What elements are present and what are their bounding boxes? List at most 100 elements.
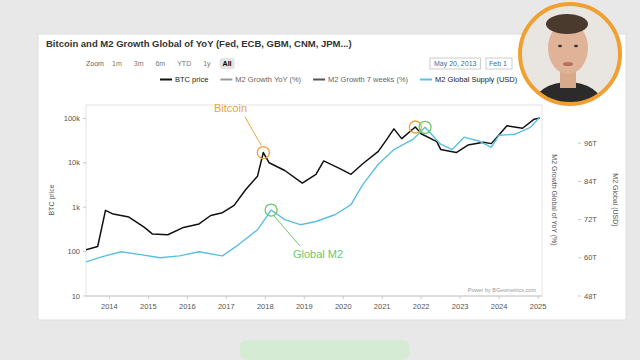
webcam-image bbox=[518, 2, 622, 126]
legend-item[interactable]: M2 Growth 7 weeks (%) bbox=[313, 75, 409, 84]
zoom-button-label: 3m bbox=[134, 60, 144, 67]
date-box bbox=[430, 58, 480, 69]
plot-frame bbox=[86, 105, 542, 296]
zoom-button-label: 1y bbox=[203, 60, 211, 68]
x-tick bbox=[382, 296, 383, 299]
legend-swatch bbox=[313, 79, 325, 81]
x-tick-label: 2020 bbox=[335, 302, 352, 311]
y2-tick bbox=[578, 257, 581, 258]
zoom-button[interactable]: 1y bbox=[200, 58, 213, 69]
zoom-button-bg bbox=[152, 58, 168, 69]
webcam bbox=[518, 2, 622, 126]
x-tick bbox=[421, 296, 422, 299]
annotation-arrow bbox=[274, 216, 300, 246]
title: Bitcoin and M2 Growth Global of YoY (Fed… bbox=[46, 38, 352, 49]
zoom-button-label: YTD bbox=[177, 60, 191, 67]
y-tick-label: 1k bbox=[72, 203, 80, 212]
y-tick bbox=[83, 118, 86, 119]
blur-bar bbox=[240, 340, 410, 360]
y-tick-label: 100k bbox=[64, 114, 81, 123]
zoom-button[interactable]: 6m bbox=[152, 58, 168, 69]
legend-label: BTC price bbox=[175, 75, 208, 84]
legend-label: M2 Global Supply (USD) bbox=[435, 75, 518, 84]
x-tick-label: 2017 bbox=[218, 302, 235, 311]
x-tick-label: 2025 bbox=[530, 302, 547, 311]
legend-label: M2 Growth YoY (%) bbox=[235, 75, 301, 84]
x-tick-label: 2022 bbox=[413, 302, 430, 311]
y2-tick bbox=[578, 143, 581, 144]
x-axis-line bbox=[86, 296, 542, 297]
y2-tick bbox=[578, 219, 581, 220]
legend-swatch bbox=[160, 79, 172, 81]
date-from: May 20, 2013 bbox=[434, 60, 477, 68]
x-tick-label: 2019 bbox=[296, 302, 313, 311]
zoom-button[interactable]: YTD bbox=[174, 58, 194, 69]
y-tick-label: 10 bbox=[72, 292, 80, 301]
date-to: Feb 1 bbox=[489, 60, 507, 67]
x-tick bbox=[187, 296, 188, 299]
x-tick-label: 2016 bbox=[179, 302, 196, 311]
x-tick-label: 2014 bbox=[101, 302, 118, 311]
x-tick bbox=[109, 296, 110, 299]
zoom-button-bg bbox=[220, 58, 235, 69]
legend-swatch bbox=[420, 79, 432, 81]
zoom-button[interactable]: 1m bbox=[109, 58, 125, 69]
annotation-arrow bbox=[245, 117, 261, 146]
legend-swatch bbox=[220, 79, 232, 81]
zoom-button-label: All bbox=[223, 60, 232, 67]
x-tick bbox=[499, 296, 500, 299]
x-tick bbox=[304, 296, 305, 299]
series-line bbox=[86, 118, 540, 250]
y2-axis-label: M2 Global (USD) bbox=[611, 173, 619, 226]
data-group bbox=[86, 117, 540, 262]
x-tick bbox=[343, 296, 344, 299]
zoom-button-label: 1m bbox=[112, 60, 122, 67]
x-tick bbox=[538, 296, 539, 299]
y2-tick bbox=[578, 181, 581, 182]
y-axis-label: BTC price bbox=[48, 184, 56, 215]
zoom-button[interactable]: All bbox=[220, 58, 235, 69]
legend-item[interactable]: M2 Growth YoY (%) bbox=[220, 75, 301, 84]
y2-tick-label: 96T bbox=[584, 139, 597, 148]
zoom-button[interactable]: 3m bbox=[131, 58, 147, 69]
cam-border bbox=[520, 4, 620, 104]
zoom-label: Zoom bbox=[86, 60, 104, 67]
x-tick-label: 2015 bbox=[140, 302, 157, 311]
credit: Power by BGeometrics.com bbox=[468, 287, 537, 293]
annotation-circle bbox=[257, 147, 269, 159]
x-tick bbox=[148, 296, 149, 299]
y2-tick-label: 60T bbox=[584, 253, 597, 262]
cam-hair bbox=[546, 14, 588, 34]
y3-axis-label: M2 Growth Global of YoY (%) bbox=[550, 154, 558, 245]
annotation: Global M2 bbox=[293, 248, 343, 260]
x-tick-label: 2024 bbox=[491, 302, 508, 311]
y-tick bbox=[83, 162, 86, 163]
y2-tick bbox=[578, 296, 581, 297]
y2-tick-label: 72T bbox=[584, 215, 597, 224]
x-tick bbox=[460, 296, 461, 299]
annotation-circle bbox=[265, 204, 277, 216]
zoom-button-bg bbox=[174, 58, 194, 69]
legend-item[interactable]: BTC price bbox=[160, 75, 208, 84]
annotation-circle bbox=[419, 121, 431, 133]
zoom-button-label: 6m bbox=[155, 60, 165, 67]
legend-item[interactable]: M2 Global Supply (USD) bbox=[420, 75, 518, 84]
series-line bbox=[86, 117, 540, 262]
y-tick-label: 10k bbox=[68, 158, 80, 167]
cam-mouth bbox=[563, 62, 573, 66]
x-tick-label: 2018 bbox=[257, 302, 274, 311]
screen: Bitcoin and M2 Growth Global of YoY (Fed… bbox=[0, 0, 640, 360]
annotation: Bitcoin bbox=[214, 102, 247, 114]
zoom-button-bg bbox=[131, 58, 147, 69]
y2-tick-label: 48T bbox=[584, 292, 597, 301]
y2-tick-label: 84T bbox=[584, 177, 597, 186]
zoom-button-bg bbox=[200, 58, 213, 69]
x-tick bbox=[265, 296, 266, 299]
x-tick bbox=[226, 296, 227, 299]
x-tick-label: 2023 bbox=[452, 302, 469, 311]
legend-label: M2 Growth 7 weeks (%) bbox=[328, 75, 409, 84]
zoom-button-bg bbox=[109, 58, 125, 69]
y-tick-label: 100 bbox=[67, 247, 80, 256]
x-tick-label: 2021 bbox=[374, 302, 391, 311]
y-tick bbox=[83, 251, 86, 252]
